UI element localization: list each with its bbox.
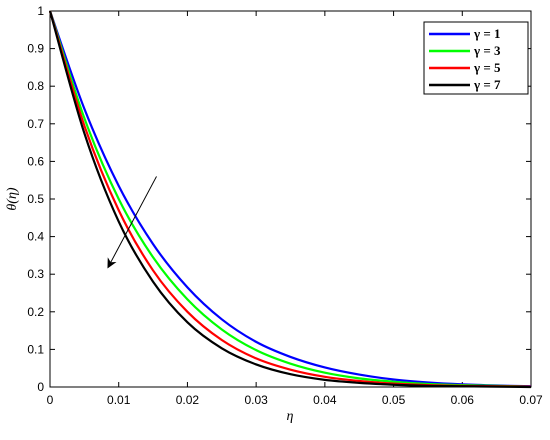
y-tick-label: 0.6 bbox=[27, 154, 44, 168]
y-tick-label: 1 bbox=[37, 4, 44, 18]
legend: γ = 1 γ = 3 γ = 5 γ = 7 bbox=[423, 21, 529, 95]
legend-entry-4: γ = 7 bbox=[473, 77, 501, 92]
x-tick-label: 0.04 bbox=[313, 393, 337, 407]
legend-entry-3: γ = 5 bbox=[473, 60, 501, 75]
y-tick-label: 0.4 bbox=[27, 230, 44, 244]
y-axis-label: θ(η) bbox=[5, 187, 20, 210]
x-tick-label: 0.01 bbox=[107, 393, 131, 407]
x-tick-label: 0.02 bbox=[176, 393, 200, 407]
y-axis-ticks: 0 0.1 0.2 0.3 0.4 0.5 0.6 0.7 0.8 0.9 1 bbox=[27, 4, 531, 394]
y-tick-label: 0.9 bbox=[27, 42, 44, 56]
legend-entry-1: γ = 1 bbox=[473, 26, 501, 41]
x-axis-label: η bbox=[287, 409, 294, 424]
series-lines bbox=[48, 10, 532, 389]
x-tick-label: 0.06 bbox=[451, 393, 475, 407]
legend-entry-2: γ = 3 bbox=[473, 43, 501, 58]
y-tick-label: 0.5 bbox=[27, 192, 44, 206]
y-tick-label: 0.1 bbox=[27, 342, 44, 356]
x-tick-label: 0.05 bbox=[382, 393, 406, 407]
x-tick-label: 0.07 bbox=[519, 393, 543, 407]
x-tick-label: 0 bbox=[47, 393, 54, 407]
y-tick-label: 0.8 bbox=[27, 79, 44, 93]
x-tick-label: 0.03 bbox=[244, 393, 268, 407]
y-tick-label: 0.3 bbox=[27, 267, 44, 281]
y-tick-label: 0.7 bbox=[27, 117, 44, 131]
x-axis-ticks: 0 0.01 0.02 0.03 0.04 0.05 0.06 0.07 bbox=[47, 11, 543, 407]
trend-arrow bbox=[107, 176, 157, 269]
y-tick-label: 0.2 bbox=[27, 305, 44, 319]
y-tick-label: 0 bbox=[37, 380, 44, 394]
series-line-4 bbox=[48, 10, 532, 389]
